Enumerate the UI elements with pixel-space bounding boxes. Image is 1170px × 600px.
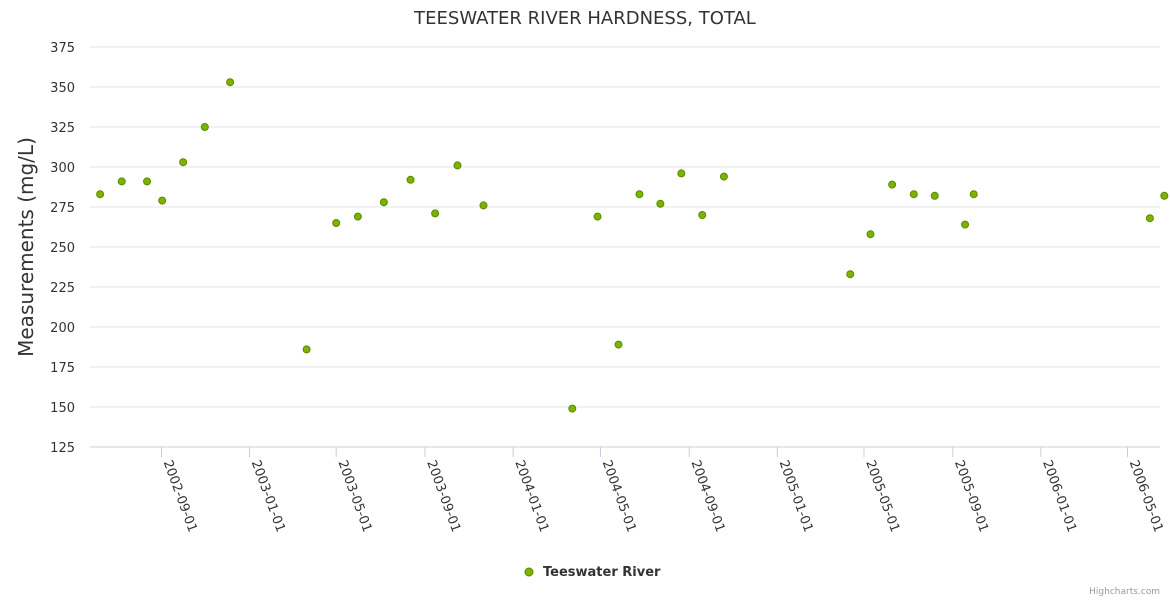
x-axis-ticks: 2002-09-01 2003-01-01 2003-05-01 2003-09-01…	[160, 447, 1166, 534]
y-tick-label: 200	[50, 321, 75, 336]
legend-marker	[524, 567, 534, 577]
data-point[interactable]	[677, 169, 686, 178]
data-point[interactable]	[698, 211, 707, 219]
data-point[interactable]	[117, 177, 126, 186]
y-axis-label: Measurements (mg/L)	[14, 137, 38, 357]
data-point[interactable]	[179, 158, 188, 167]
credit-text[interactable]: Highcharts.com	[1089, 587, 1160, 597]
y-tick-label: 300	[50, 161, 75, 176]
data-point[interactable]	[719, 172, 728, 181]
x-tick-label: 2004-09-01	[687, 458, 727, 534]
x-tick-label: 2003-01-01	[248, 458, 288, 534]
data-point[interactable]	[969, 190, 978, 199]
x-tick-label: 2006-01-01	[1039, 458, 1079, 534]
data-point[interactable]	[888, 180, 897, 189]
legend-label[interactable]: Teeswater River	[543, 565, 661, 580]
x-tick-label: 2003-05-01	[334, 458, 374, 534]
data-point[interactable]	[593, 212, 602, 221]
data-point[interactable]	[1145, 214, 1154, 223]
data-point[interactable]	[332, 219, 341, 227]
x-tick-label: 2004-01-01	[511, 458, 551, 534]
y-tick-label: 125	[50, 441, 75, 456]
data-point[interactable]	[961, 220, 970, 229]
y-tick-label: 275	[50, 201, 75, 216]
series-points[interactable]	[96, 78, 1169, 413]
data-point[interactable]	[143, 177, 152, 186]
data-point[interactable]	[200, 123, 209, 131]
data-point[interactable]	[431, 209, 440, 218]
data-point[interactable]	[379, 198, 388, 207]
data-point[interactable]	[866, 230, 875, 239]
data-point[interactable]	[930, 191, 939, 200]
y-tick-label: 150	[50, 401, 75, 416]
data-point[interactable]	[635, 190, 644, 199]
data-point[interactable]	[453, 161, 462, 170]
y-axis-ticks: 125 150 175 200 225 250 275 300 325 350 375	[50, 41, 75, 456]
data-point[interactable]	[158, 196, 167, 205]
data-point[interactable]	[846, 270, 855, 279]
data-point[interactable]	[353, 212, 362, 221]
x-tick-label: 2005-01-01	[776, 458, 816, 534]
grid-lines	[90, 46, 1160, 408]
y-tick-label: 325	[50, 121, 75, 136]
y-tick-label: 175	[50, 361, 75, 376]
data-point[interactable]	[406, 175, 415, 184]
x-tick-label: 2006-05-01	[1126, 458, 1166, 534]
data-point[interactable]	[614, 340, 623, 349]
data-point[interactable]	[909, 190, 918, 199]
data-point[interactable]	[96, 190, 105, 199]
data-point[interactable]	[568, 404, 577, 413]
x-tick-label: 2002-09-01	[160, 458, 200, 534]
x-tick-label: 2003-09-01	[423, 458, 463, 534]
y-tick-label: 250	[50, 241, 75, 256]
legend[interactable]: Teeswater River	[524, 565, 661, 580]
y-tick-label: 350	[50, 81, 75, 96]
x-tick-label: 2005-05-01	[862, 458, 902, 534]
data-point[interactable]	[226, 78, 235, 87]
data-point[interactable]	[479, 201, 488, 210]
x-tick-label: 2005-09-01	[951, 458, 991, 534]
y-tick-label: 225	[50, 281, 75, 296]
chart-title: TEESWATER RIVER HARDNESS, TOTAL	[413, 8, 756, 29]
data-point[interactable]	[656, 199, 665, 208]
x-tick-label: 2004-05-01	[599, 458, 639, 534]
y-tick-label: 375	[50, 41, 75, 56]
data-point[interactable]	[302, 345, 311, 354]
data-point[interactable]	[1160, 191, 1169, 200]
